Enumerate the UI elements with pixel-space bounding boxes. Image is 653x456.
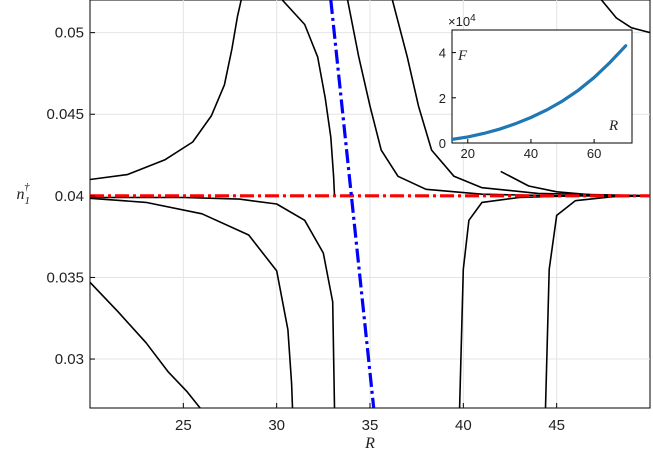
x-tick-label: 40: [455, 417, 472, 434]
x-tick-label: 35: [362, 417, 379, 434]
inset-x-tick-label: 40: [524, 146, 538, 161]
inset-x-ticks: 20 40 60: [461, 139, 601, 161]
y-ticks: 0.03 0.035 0.04 0.045 0.05: [46, 25, 95, 368]
flow-curve: [281, 0, 336, 196]
x-ticks: 25 30 35 40 45: [175, 403, 565, 434]
y-tick-label: 0.035: [46, 269, 84, 286]
y-axis-label: n1†: [17, 181, 31, 207]
flow-curves: [90, 0, 650, 408]
inset-exponent: ×104: [448, 13, 476, 29]
inset-series-line: [452, 44, 628, 141]
inset-y-tick-label: 2: [439, 91, 446, 106]
x-tick-label: 25: [175, 417, 192, 434]
flow-curve: [346, 0, 650, 197]
y-tick-label: 0.03: [55, 351, 84, 368]
y-tick-label: 0.04: [55, 188, 84, 205]
flow-curve: [90, 196, 336, 408]
inset-y-tick-label: 4: [439, 46, 446, 61]
flow-curve: [90, 0, 242, 181]
inset-x-tick-label: 60: [587, 146, 601, 161]
inset-chart: 20 40 60 0 2 4 ×104 F R: [439, 13, 633, 161]
inset-plot-area: [451, 29, 633, 144]
reference-line: [329, 0, 376, 408]
flow-curve: [391, 0, 650, 197]
inset-y-ticks: 0 2 4: [439, 46, 456, 151]
y-tick-label: 0.045: [46, 106, 84, 123]
y-tick-label: 0.05: [55, 25, 84, 42]
flow-curve: [500, 170, 650, 197]
inset-x-label: R: [608, 118, 618, 134]
inset-y-tick-label: 0: [439, 136, 446, 151]
flow-curve: [90, 197, 294, 408]
x-tick-label: 30: [268, 417, 285, 434]
inset-curve: [452, 44, 628, 141]
flow-curve: [90, 281, 201, 408]
x-axis-label: R: [364, 435, 375, 452]
inset-y-label: F: [457, 48, 468, 64]
x-tick-label: 45: [548, 417, 565, 434]
flow-curve: [600, 0, 650, 34]
inset-x-tick-label: 20: [461, 146, 475, 161]
